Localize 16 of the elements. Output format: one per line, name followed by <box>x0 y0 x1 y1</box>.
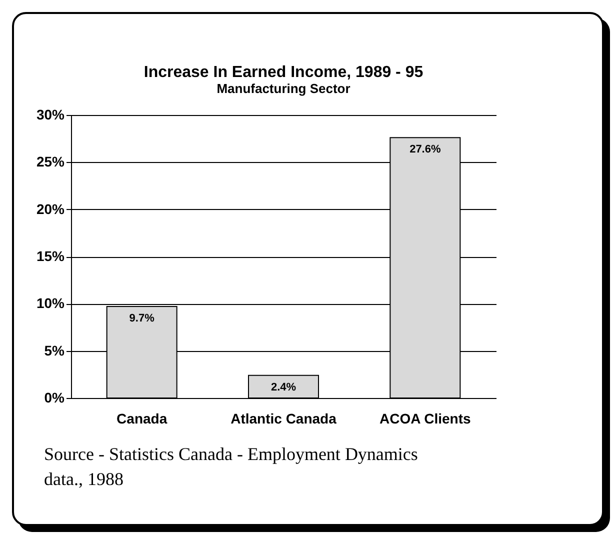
data-label: 2.4% <box>270 381 296 394</box>
y-tick-label: 25% <box>36 154 66 170</box>
x-tick-label: Atlantic Canada <box>230 410 337 426</box>
y-tick-label: 5% <box>44 342 66 358</box>
chart-subtitle: Manufacturing Sector <box>216 81 350 96</box>
y-tick-label: 10% <box>36 295 66 312</box>
chart-title: Increase In Earned Income, 1989 - 95 <box>144 64 424 81</box>
x-tick-label: ACOA Clients <box>380 410 472 426</box>
y-tick-label: 15% <box>36 248 66 264</box>
y-tick-label: 30% <box>36 106 66 122</box>
data-label: 9.7% <box>129 312 155 324</box>
data-label: 27.6% <box>410 144 441 156</box>
x-tick-label: Canada <box>116 410 168 426</box>
y-tick-label: 0% <box>44 390 66 406</box>
source-note: Source - Statistics Canada - Employment Dynamics data., 1988 <box>44 443 419 491</box>
y-tick-label: 20% <box>36 200 66 217</box>
